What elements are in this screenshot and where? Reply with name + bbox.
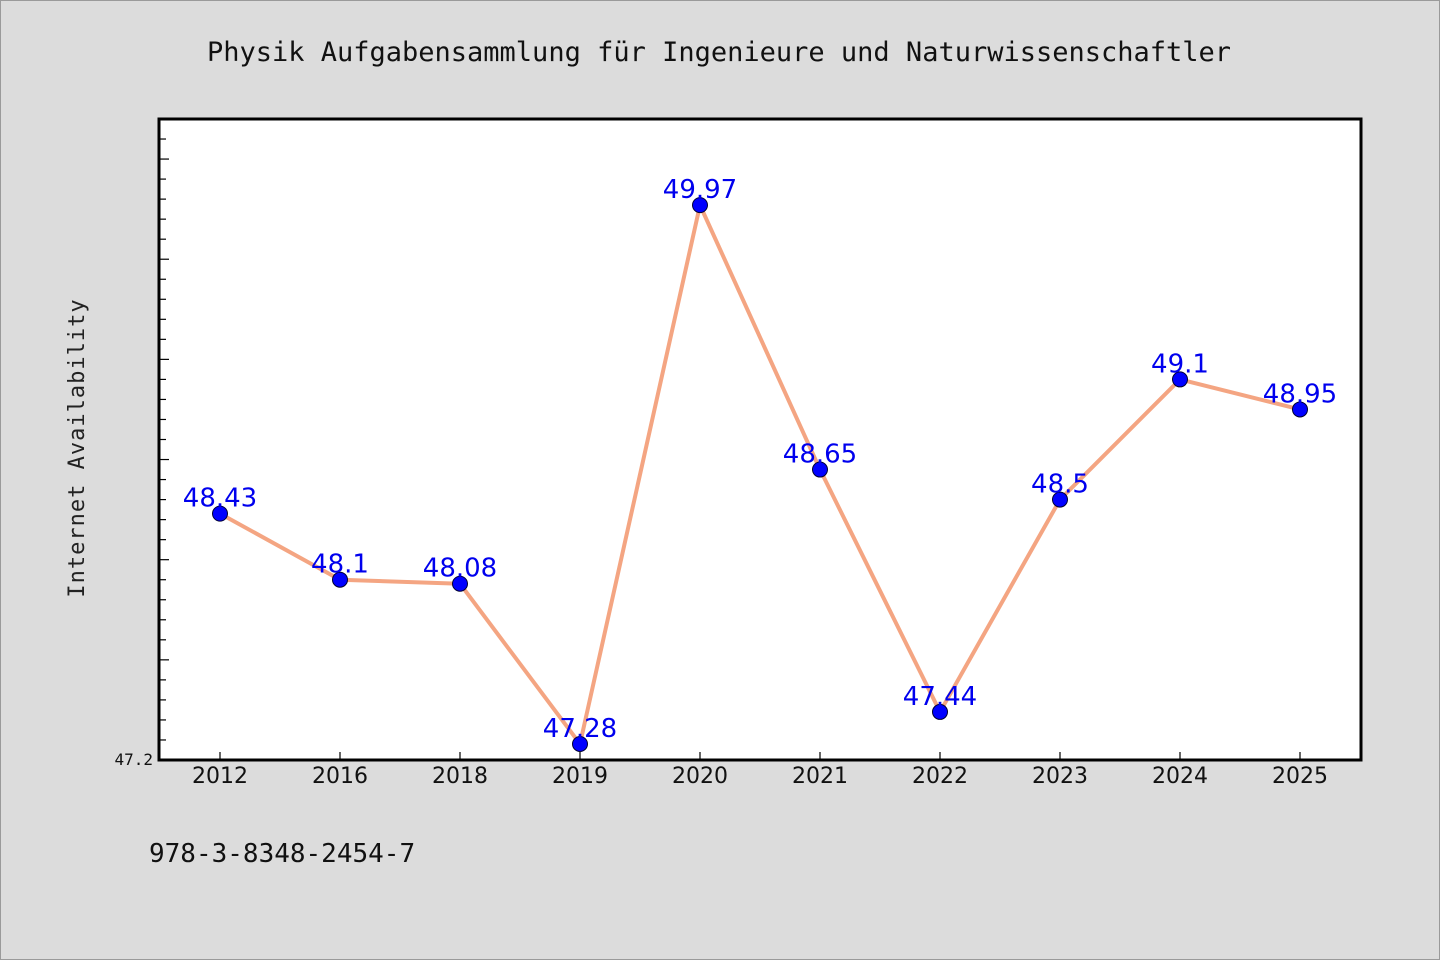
data-point	[332, 571, 348, 588]
chart-title: Physik Aufgabensammlung für Ingenieure u…	[207, 37, 1231, 68]
series-group	[212, 197, 1308, 752]
x-axis-ticks: 2012 2016 2018 2019 2020 2021 2022 2023 2024 2025	[192, 752, 1328, 789]
data-label: 47.28	[543, 714, 617, 744]
data-point	[212, 505, 228, 522]
x-tick-label: 2018	[432, 764, 488, 789]
data-label: 47.44	[903, 682, 977, 712]
data-point	[572, 735, 588, 752]
data-label: 49.1	[1151, 349, 1209, 379]
data-label: 48.1	[311, 550, 369, 580]
x-tick-label: 2021	[792, 764, 848, 789]
x-tick-label: 2012	[192, 764, 248, 789]
x-tick-label: 2019	[552, 764, 608, 789]
data-label: 49.97	[663, 175, 737, 205]
y-tick-label: 47.2	[114, 750, 153, 769]
plot-area	[157, 117, 1363, 762]
x-tick-label: 2020	[672, 764, 728, 789]
data-point	[452, 575, 468, 592]
data-point	[692, 197, 708, 214]
data-label: 48.95	[1263, 379, 1337, 409]
y-axis-label: Internet Availability	[65, 298, 90, 597]
x-tick-label: 2023	[1032, 764, 1088, 789]
x-tick-label: 2022	[912, 764, 968, 789]
y-axis-ticks: 47.2	[114, 138, 169, 769]
isbn-text: 978-3-8348-2454-7	[149, 839, 415, 869]
data-label: 48.08	[423, 554, 497, 584]
data-point	[812, 461, 828, 478]
data-point	[1172, 371, 1188, 388]
data-labels: 48.43 48.1 48.08 47.28 49.97 48.65 47.44 48.5 49…	[183, 175, 1337, 744]
data-point	[1052, 491, 1068, 508]
x-tick-label: 2024	[1152, 764, 1208, 789]
x-tick-label: 2025	[1272, 764, 1328, 789]
data-point	[1292, 401, 1308, 418]
data-label: 48.65	[783, 440, 857, 470]
data-label: 48.43	[183, 484, 257, 514]
x-tick-label: 2016	[312, 764, 368, 789]
series-line	[219, 203, 1301, 746]
data-point	[932, 703, 948, 720]
data-label: 48.5	[1031, 470, 1089, 500]
